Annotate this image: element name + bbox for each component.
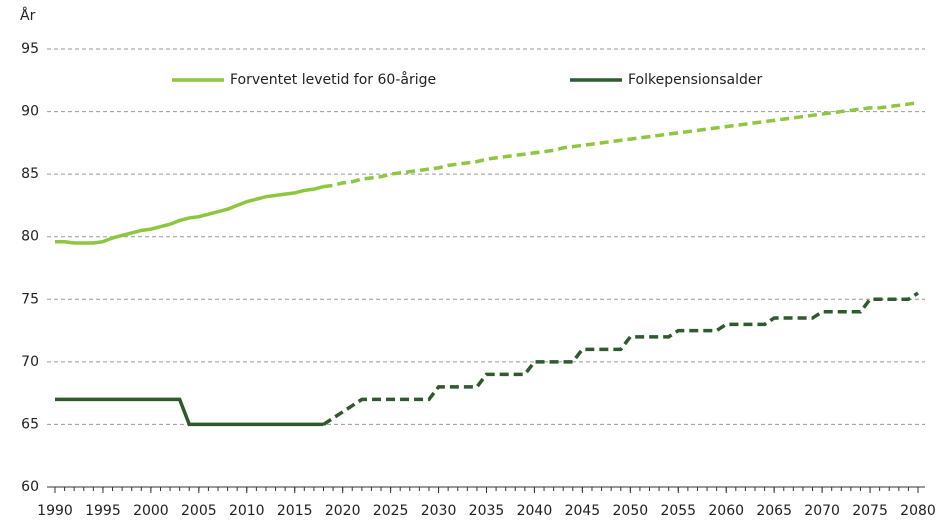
x-tick-label: 2040 [517, 503, 553, 519]
x-tick-label: 2060 [708, 503, 744, 519]
x-tick-label: 1990 [37, 503, 73, 519]
y-tick-label: 60 [21, 479, 39, 495]
y-axis-label: År [20, 7, 36, 24]
x-tick-label: 2050 [613, 503, 649, 519]
x-tick-label: 2005 [181, 503, 217, 519]
x-tick-label: 2030 [421, 503, 457, 519]
projection-line [323, 101, 919, 189]
y-tick-label: 65 [21, 416, 39, 432]
x-tick-label: 2045 [565, 503, 601, 519]
x-tick-label: 2010 [229, 503, 265, 519]
x-tick-label: 2025 [373, 503, 409, 519]
y-tick-label: 95 [21, 41, 39, 57]
projection-line [322, 291, 919, 426]
history-line [55, 397, 324, 427]
x-tick-label: 2015 [277, 503, 313, 519]
x-tick-label: 1995 [85, 503, 121, 519]
y-tick-label: 70 [21, 354, 39, 370]
y-tick-label: 80 [21, 229, 39, 245]
y-tick-label: 90 [21, 104, 39, 120]
legend-label: Folkepensionsalder [628, 72, 762, 88]
y-tick-label: 75 [21, 291, 39, 307]
x-tick-label: 2055 [660, 503, 696, 519]
history-line [55, 184, 324, 245]
x-tick-label: 2000 [133, 503, 169, 519]
x-tick-label: 2020 [325, 503, 361, 519]
x-tick-label: 2065 [756, 503, 792, 519]
x-tick-label: 2075 [852, 503, 888, 519]
legend-label: Forventet levetid for 60-årige [230, 71, 436, 88]
x-tick-label: 2080 [900, 503, 936, 519]
x-tick-label: 2035 [469, 503, 505, 519]
y-tick-label: 85 [21, 166, 39, 182]
x-tick-label: 2070 [804, 503, 840, 519]
